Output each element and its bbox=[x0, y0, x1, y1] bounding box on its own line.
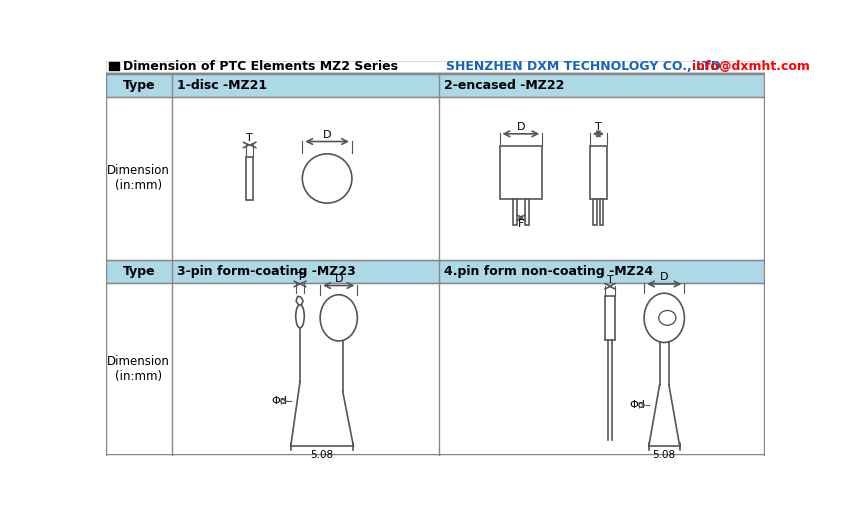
Text: D: D bbox=[517, 122, 525, 132]
Text: 3-pin form-coating -MZ23: 3-pin form-coating -MZ23 bbox=[177, 265, 355, 278]
Text: Dimension
(in:mm): Dimension (in:mm) bbox=[107, 355, 170, 382]
Bar bbox=[106, 283, 765, 454]
Text: info@dxmht.com: info@dxmht.com bbox=[692, 59, 810, 73]
Bar bbox=[106, 97, 765, 260]
Text: Φd: Φd bbox=[629, 400, 645, 410]
Text: T: T bbox=[297, 272, 303, 283]
Circle shape bbox=[303, 154, 352, 203]
Bar bbox=[599, 199, 604, 225]
Text: 5.08: 5.08 bbox=[653, 450, 676, 460]
Text: T: T bbox=[595, 122, 602, 132]
Bar bbox=[525, 199, 529, 225]
Text: Φd: Φd bbox=[271, 396, 286, 407]
Ellipse shape bbox=[296, 305, 304, 328]
Bar bbox=[593, 199, 598, 225]
Text: T: T bbox=[246, 134, 253, 143]
Text: 2-encased -MZ22: 2-encased -MZ22 bbox=[445, 79, 564, 92]
Text: 1-disc -MZ21: 1-disc -MZ21 bbox=[177, 79, 267, 92]
Ellipse shape bbox=[320, 295, 357, 341]
Text: D: D bbox=[660, 272, 668, 283]
Text: F: F bbox=[518, 219, 524, 229]
Text: D: D bbox=[323, 130, 332, 140]
Text: 4.pin form non-coating -MZ24: 4.pin form non-coating -MZ24 bbox=[445, 265, 654, 278]
Bar bbox=[590, 146, 607, 199]
Bar bbox=[106, 61, 765, 72]
Text: Dimension
(in:mm): Dimension (in:mm) bbox=[107, 164, 170, 193]
Text: 5.08: 5.08 bbox=[310, 450, 334, 460]
Text: D: D bbox=[335, 274, 343, 284]
Text: SHENZHEN DXM TECHNOLOGY CO., LTD: SHENZHEN DXM TECHNOLOGY CO., LTD bbox=[445, 59, 725, 73]
Bar bbox=[106, 74, 765, 97]
Text: T: T bbox=[607, 275, 614, 285]
Bar bbox=[106, 260, 765, 283]
Bar bbox=[513, 199, 517, 225]
Bar bbox=[605, 295, 615, 340]
Ellipse shape bbox=[644, 293, 684, 343]
Bar bbox=[110, 62, 119, 70]
Bar bbox=[246, 157, 253, 200]
Text: Type: Type bbox=[123, 79, 156, 92]
Text: Type: Type bbox=[123, 265, 156, 278]
Bar bbox=[500, 146, 542, 199]
Text: Dimension of PTC Elements MZ2 Series: Dimension of PTC Elements MZ2 Series bbox=[122, 59, 398, 73]
